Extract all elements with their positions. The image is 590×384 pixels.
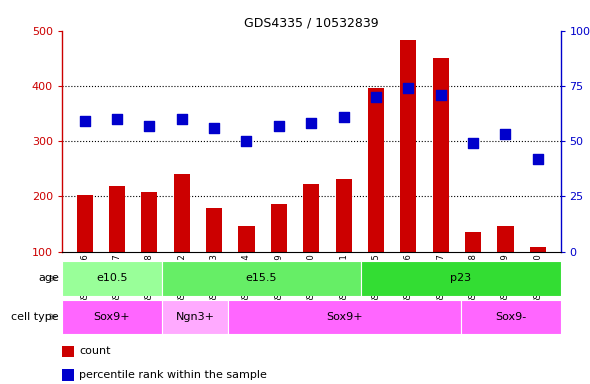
Text: cell type: cell type xyxy=(11,312,59,322)
Bar xyxy=(162,261,361,296)
Bar xyxy=(432,58,449,307)
Bar xyxy=(109,186,125,307)
Bar xyxy=(400,40,417,307)
Bar xyxy=(336,179,352,307)
Bar xyxy=(465,232,481,307)
Bar xyxy=(173,174,190,307)
Bar xyxy=(62,346,74,358)
Point xyxy=(533,156,543,162)
Text: count: count xyxy=(80,346,111,356)
Point xyxy=(436,92,445,98)
Bar xyxy=(62,261,162,296)
Bar xyxy=(238,225,254,307)
Bar xyxy=(497,225,513,307)
Point xyxy=(339,114,348,120)
Text: Sox9+: Sox9+ xyxy=(326,312,363,322)
Text: Ngn3+: Ngn3+ xyxy=(175,312,214,322)
Point xyxy=(209,125,219,131)
Bar xyxy=(62,369,74,381)
Bar xyxy=(303,184,319,307)
Bar xyxy=(162,300,228,334)
Point xyxy=(307,121,316,127)
Bar xyxy=(206,209,222,307)
Title: GDS4335 / 10532839: GDS4335 / 10532839 xyxy=(244,17,379,30)
Point xyxy=(242,138,251,144)
Bar xyxy=(77,195,93,307)
Point xyxy=(404,85,413,91)
Text: percentile rank within the sample: percentile rank within the sample xyxy=(80,370,267,380)
Point xyxy=(112,116,122,122)
Bar xyxy=(228,300,461,334)
Bar xyxy=(361,261,560,296)
Bar xyxy=(368,88,384,307)
Point xyxy=(468,140,478,146)
Bar xyxy=(530,247,546,307)
Text: Sox9-: Sox9- xyxy=(495,312,526,322)
Bar xyxy=(62,300,162,334)
Point xyxy=(145,122,154,129)
Bar xyxy=(271,204,287,307)
Point xyxy=(80,118,89,124)
Text: Sox9+: Sox9+ xyxy=(93,312,130,322)
Text: e15.5: e15.5 xyxy=(245,273,277,283)
Text: e10.5: e10.5 xyxy=(96,273,127,283)
Point xyxy=(501,131,510,137)
Text: age: age xyxy=(38,273,59,283)
Bar xyxy=(141,192,158,307)
Bar xyxy=(461,300,560,334)
Text: p23: p23 xyxy=(450,273,471,283)
Point xyxy=(371,94,381,100)
Point xyxy=(177,116,186,122)
Point xyxy=(274,122,284,129)
